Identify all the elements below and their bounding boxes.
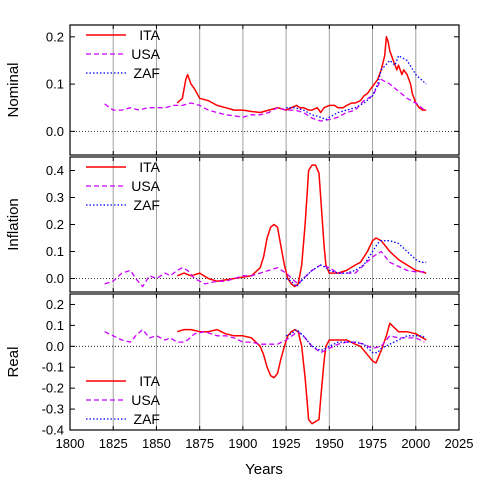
y-tick-label: -0.4 <box>42 423 64 438</box>
y-tick-label: 0.3 <box>46 190 64 205</box>
legend-label-zaf: ZAF <box>134 197 160 213</box>
plot-frame <box>69 24 460 156</box>
legend-label-usa: USA <box>131 178 160 194</box>
y-tick-label: 0.1 <box>46 318 64 333</box>
x-tick-label: 1850 <box>142 436 171 451</box>
x-tick-label: 1900 <box>228 436 257 451</box>
y-tick-label: -0.3 <box>42 402 64 417</box>
y-tick-label: 0.1 <box>46 244 64 259</box>
y-axis-title: Real <box>5 347 22 378</box>
x-tick-label: 1875 <box>185 436 214 451</box>
y-tick-label: -0.1 <box>42 360 64 375</box>
y-tick-label: 0.0 <box>46 124 64 139</box>
x-tick-label: 2025 <box>445 436 474 451</box>
series-line-ita <box>176 322 427 425</box>
series-line-ita <box>176 36 427 114</box>
x-tick-label: 2000 <box>401 436 430 451</box>
y-axis-title: Nominal <box>5 62 22 117</box>
y-tick-label: 0.2 <box>46 29 64 44</box>
legend-label-ita: ITA <box>139 373 160 389</box>
series-line-usa <box>104 250 425 288</box>
legend-label-zaf: ZAF <box>134 65 160 81</box>
y-tick-label: 0.4 <box>46 163 64 178</box>
y-tick-label: 0.0 <box>46 339 64 354</box>
panel-real: -0.4 -0.3 -0.2 -0.1 0.0 0.1 0.2 Real ITA USA ZAF 18… <box>5 293 474 451</box>
legend-label-zaf: ZAF <box>134 411 160 427</box>
panel-nominal: 0.0 0.1 0.2 Nominal ITA USA ZAF <box>5 24 460 156</box>
y-tick-label: 0.2 <box>46 297 64 312</box>
x-tick-label: 1975 <box>358 436 387 451</box>
legend-label-ita: ITA <box>139 159 160 175</box>
series-line-zaf <box>285 328 427 354</box>
series-line-usa <box>104 328 425 354</box>
x-axis-title: Years <box>245 461 283 478</box>
y-tick-label: 0.0 <box>46 271 64 286</box>
plot-frame <box>69 293 460 431</box>
y-axis-title: Inflation <box>5 198 22 251</box>
y-tick-label: 0.2 <box>46 217 64 232</box>
panel-inflation: 0.0 0.1 0.2 0.3 0.4 Inflation ITA USA ZAF <box>5 156 460 293</box>
x-tick-label: 1925 <box>272 436 301 451</box>
x-tick-label: 1800 <box>56 436 85 451</box>
legend-label-usa: USA <box>131 392 160 408</box>
legend-label-ita: ITA <box>139 27 160 43</box>
legend-label-usa: USA <box>131 46 160 62</box>
x-tick-label: 1950 <box>315 436 344 451</box>
y-tick-label: 0.1 <box>46 77 64 92</box>
series-line-usa <box>104 78 425 122</box>
x-tick-label: 1825 <box>99 436 128 451</box>
y-tick-label: -0.2 <box>42 381 64 396</box>
